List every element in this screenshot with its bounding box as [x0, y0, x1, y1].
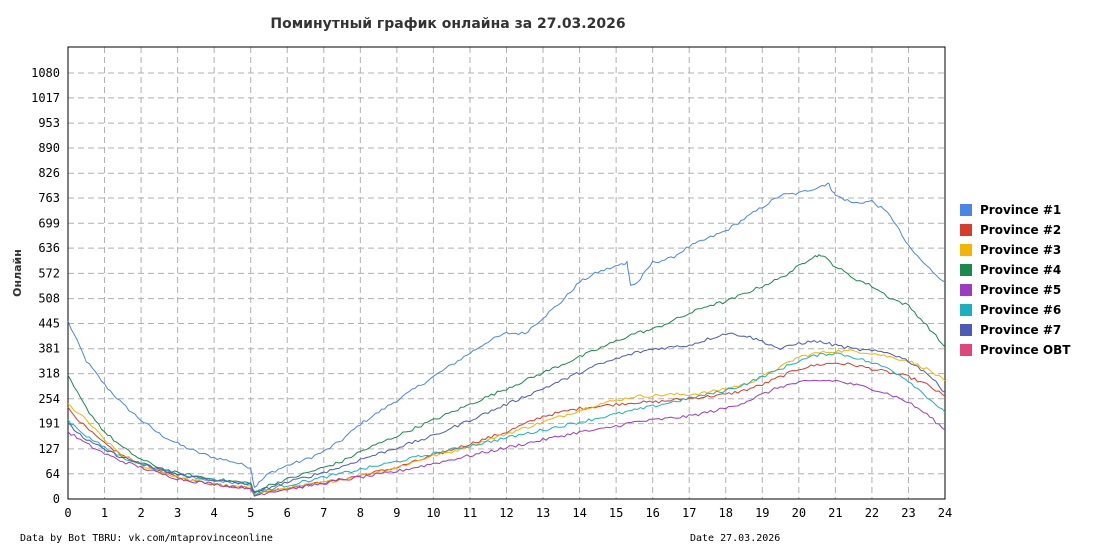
x-tick-label: 4 — [211, 506, 218, 520]
footer-source: Data by Bot TBRU: vk.com/mtaprovinceonli… — [20, 533, 273, 544]
x-tick-label: 22 — [865, 506, 879, 520]
x-tick-label: 19 — [755, 506, 769, 520]
x-tick-label: 7 — [320, 506, 327, 520]
y-tick-label: 826 — [38, 166, 60, 180]
y-tick-label: 64 — [46, 467, 60, 481]
legend-label: Province #1 — [980, 203, 1061, 217]
legend: Province #1 Province #2 Province #3 Provinc… — [960, 203, 1071, 357]
chart-title: Поминутный график онлайна за 27.03.2026 — [270, 16, 625, 32]
legend-swatch — [960, 204, 972, 216]
x-tick-label: 21 — [828, 506, 842, 520]
legend-label: Province #5 — [980, 283, 1061, 297]
y-tick-label: 636 — [38, 241, 60, 255]
x-tick-label: 13 — [536, 506, 550, 520]
y-tick-label: 699 — [38, 216, 60, 230]
y-tick-label: 254 — [38, 392, 60, 406]
legend-swatch — [960, 244, 972, 256]
x-tick-label: 3 — [174, 506, 181, 520]
x-tick-label: 9 — [393, 506, 400, 520]
x-tick-label: 10 — [426, 506, 440, 520]
y-tick-label: 953 — [38, 116, 60, 130]
y-tick-label: 763 — [38, 191, 60, 205]
grid — [68, 47, 945, 499]
legend-label: Province OBT — [980, 343, 1071, 357]
x-tick-label: 23 — [901, 506, 915, 520]
y-tick-label: 191 — [38, 417, 60, 431]
y-axis-label: Онлайн — [11, 249, 24, 297]
x-tick-label: 15 — [609, 506, 623, 520]
x-tick-label: 14 — [572, 506, 586, 520]
legend-label: Province #4 — [980, 263, 1061, 277]
y-tick-label: 508 — [38, 292, 60, 306]
y-tick-label: 127 — [38, 442, 60, 456]
y-tick-label: 1017 — [31, 91, 60, 105]
x-tick-label: 5 — [247, 506, 254, 520]
y-tick-label: 381 — [38, 342, 60, 356]
x-tick-label: 0 — [64, 506, 71, 520]
y-tick-label: 318 — [38, 367, 60, 381]
legend-label: Province #2 — [980, 223, 1061, 237]
x-tick-label: 11 — [463, 506, 477, 520]
y-axis-ticks: 0 64 127 191 254 318 381 445 508 572 636 699 763 826 8… — [31, 66, 60, 506]
legend-swatch — [960, 304, 972, 316]
legend-swatch — [960, 344, 972, 356]
y-tick-label: 0 — [53, 492, 60, 506]
x-tick-label: 6 — [284, 506, 291, 520]
legend-label: Province #7 — [980, 323, 1061, 337]
x-tick-label: 16 — [645, 506, 659, 520]
x-tick-label: 24 — [938, 506, 952, 520]
x-tick-label: 1 — [101, 506, 108, 520]
legend-label: Province #6 — [980, 303, 1061, 317]
x-tick-label: 12 — [499, 506, 513, 520]
y-tick-label: 890 — [38, 141, 60, 155]
x-tick-label: 8 — [357, 506, 364, 520]
legend-swatch — [960, 284, 972, 296]
y-tick-label: 572 — [38, 266, 60, 280]
y-tick-label: 1080 — [31, 66, 60, 80]
legend-swatch — [960, 224, 972, 236]
x-tick-label: 20 — [792, 506, 806, 520]
legend-label: Province #3 — [980, 243, 1061, 257]
x-tick-label: 18 — [719, 506, 733, 520]
x-axis-ticks: 0 1 2 3 4 5 6 7 8 9 10 11 12 13 14 15 16 17 18 19 20 21 22 23 24 — [64, 506, 952, 520]
footer-date: Date 27.03.2026 — [690, 533, 780, 544]
legend-swatch — [960, 264, 972, 276]
y-tick-label: 445 — [38, 316, 60, 330]
legend-swatch — [960, 324, 972, 336]
x-tick-label: 2 — [137, 506, 144, 520]
x-tick-label: 17 — [682, 506, 696, 520]
